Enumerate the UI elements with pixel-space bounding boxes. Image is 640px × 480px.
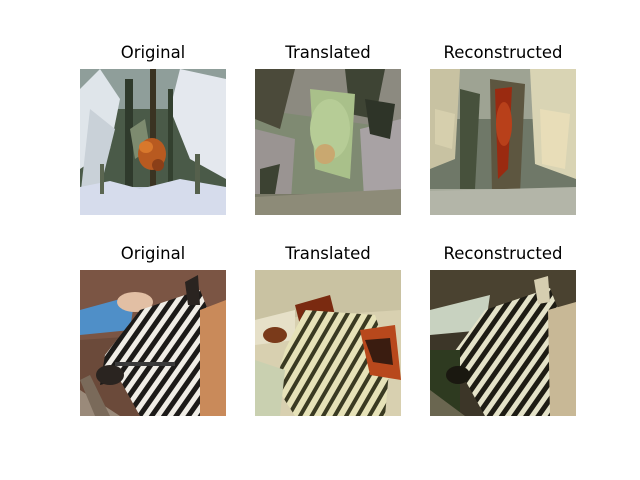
snow-forest-reconstructed-image bbox=[430, 69, 576, 215]
snow-forest-original-image bbox=[80, 69, 226, 215]
panel-title: Translated bbox=[285, 43, 371, 62]
panel-title: Original bbox=[120, 244, 186, 263]
panel-title: Translated bbox=[285, 244, 371, 263]
panel-title: Original bbox=[120, 43, 186, 62]
panel-title: Reconstructed bbox=[443, 43, 563, 62]
panel-title: Reconstructed bbox=[443, 244, 563, 263]
zebra-translated-image bbox=[255, 270, 401, 416]
zebra-original-image bbox=[80, 270, 226, 416]
snow-forest-translated-image bbox=[255, 69, 401, 215]
zebra-reconstructed-image bbox=[430, 270, 576, 416]
